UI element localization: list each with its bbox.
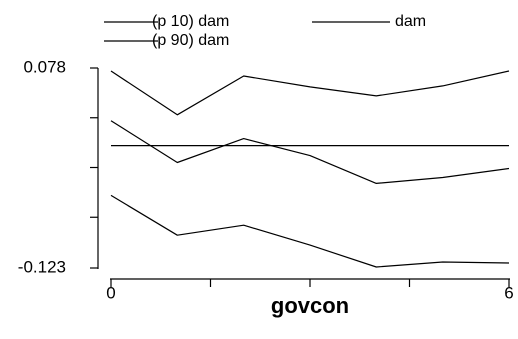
x-tick-label-1: 6 [504,283,513,302]
x-tick-label-0: 0 [106,283,115,302]
legend-label-dam: dam [395,13,426,30]
series-line-unlabeled [110,120,510,184]
y-ticks: 0.078 -0.123 [18,57,98,276]
y-tick-label-1: -0.123 [18,257,66,276]
series-line-p90 [110,70,510,116]
legend: (p 10) dam dam (p 90) dam [104,13,426,49]
y-tick-label-0: 0.078 [23,57,66,76]
y-axis: 0.078 -0.123 [18,57,99,276]
plot-lines [110,70,510,268]
x-axis-title: govcon [271,293,349,318]
series-line-p10 [110,194,510,268]
legend-label-p10: (p 10) dam [152,13,229,30]
legend-label-p90: (p 90) dam [152,32,229,49]
